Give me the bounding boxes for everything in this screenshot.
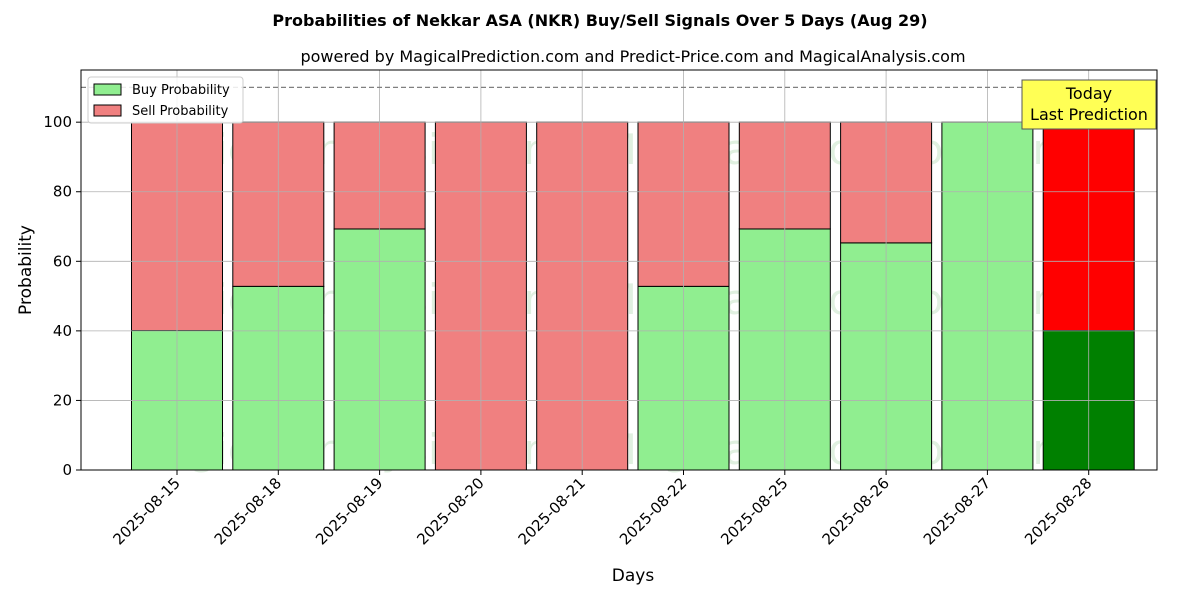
chart-title: Probabilities of Nekkar ASA (NKR) Buy/Se… bbox=[272, 11, 927, 30]
y-tick-label: 20 bbox=[53, 391, 72, 409]
chart-subtitle: powered by MagicalPrediction.com and Pre… bbox=[300, 47, 965, 66]
x-axis-label: Days bbox=[612, 566, 655, 586]
annotation-line-last-prediction: Last Prediction bbox=[1030, 105, 1148, 124]
annotation-box bbox=[1021, 79, 1157, 130]
y-tick-label: 40 bbox=[53, 322, 72, 340]
plot-frame bbox=[80, 69, 1158, 471]
legend: Buy Probability Sell Probability bbox=[87, 76, 244, 124]
x-tick-label: 2025-08-20 bbox=[413, 474, 487, 548]
legend-label-sell: Sell Probability bbox=[132, 104, 229, 119]
legend-label-buy: Buy Probability bbox=[132, 83, 230, 98]
legend-box bbox=[87, 76, 244, 124]
x-tick-label: 2025-08-25 bbox=[717, 474, 791, 548]
legend-swatch-buy bbox=[93, 83, 122, 96]
y-tick-label: 80 bbox=[53, 183, 72, 201]
x-tick-label: 2025-08-28 bbox=[1021, 474, 1095, 548]
x-tick-label: 2025-08-22 bbox=[616, 474, 690, 548]
y-tick-label: 60 bbox=[53, 252, 72, 270]
y-tick-label: 0 bbox=[62, 461, 72, 479]
legend-swatch-sell bbox=[93, 104, 122, 117]
y-tick-label: 100 bbox=[43, 113, 72, 131]
x-tick-label: 2025-08-19 bbox=[312, 474, 386, 548]
x-tick-label: 2025-08-21 bbox=[515, 474, 589, 548]
x-tick-label: 2025-08-15 bbox=[109, 474, 183, 548]
annotation: Today Last Prediction bbox=[1021, 79, 1157, 130]
annotation-line-today: Today bbox=[1065, 84, 1112, 103]
x-tick-label: 2025-08-27 bbox=[920, 474, 994, 548]
plot-area: MagicalAnalysis.comMagicalPrediction.com… bbox=[43, 69, 1158, 548]
x-tick-label: 2025-08-26 bbox=[819, 474, 893, 548]
x-tick-label: 2025-08-18 bbox=[211, 474, 285, 548]
y-axis-label: Probability bbox=[16, 225, 36, 315]
